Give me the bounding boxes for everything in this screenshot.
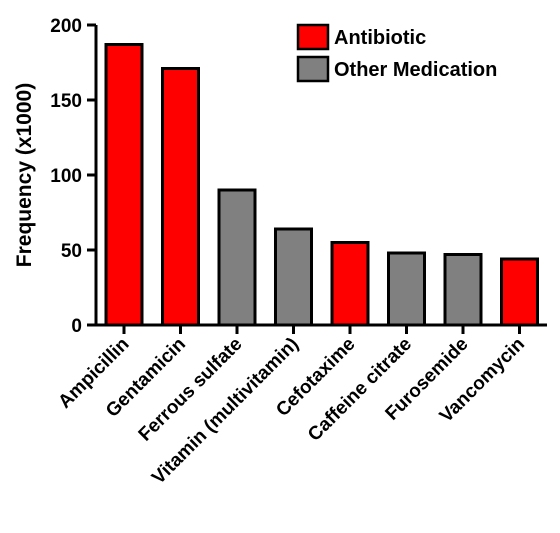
bar-ampicillin [104, 43, 144, 327]
x-axis-ticks [122, 325, 521, 334]
y-tick-label: 0 [71, 316, 82, 337]
y-axis: 0 50 100 150 200 Frequency (x1000) [13, 16, 98, 337]
bar-gentamicin [161, 67, 200, 327]
bar-furosemide [443, 253, 483, 327]
x-tick-label: Caffeine citrate [304, 334, 416, 446]
bar-caffeine-citrate [387, 251, 426, 327]
y-tick-label: 150 [50, 91, 82, 112]
legend-swatch-antibiotic [296, 23, 330, 51]
bar-vitamin-multivitamin [274, 227, 313, 327]
legend-swatch-other-medication [296, 55, 330, 83]
bar-ferrous-sulfate [217, 188, 257, 327]
y-tick-label: 50 [61, 241, 82, 262]
legend-label-other-medication: Other Medication [334, 59, 497, 81]
x-tick-label: Ferrous sulfate [135, 334, 247, 446]
legend: Antibiotic Other Medication [296, 23, 497, 83]
bars [104, 43, 539, 327]
y-axis-title: Frequency (x1000) [13, 83, 36, 267]
legend-label-antibiotic: Antibiotic [334, 27, 426, 49]
y-tick-label: 200 [50, 16, 82, 37]
bar-vancomycin [500, 257, 539, 327]
y-tick-label: 100 [50, 166, 82, 187]
y-axis-ticks: 0 50 100 150 200 [50, 16, 96, 337]
bar-cefotaxime [330, 241, 370, 327]
